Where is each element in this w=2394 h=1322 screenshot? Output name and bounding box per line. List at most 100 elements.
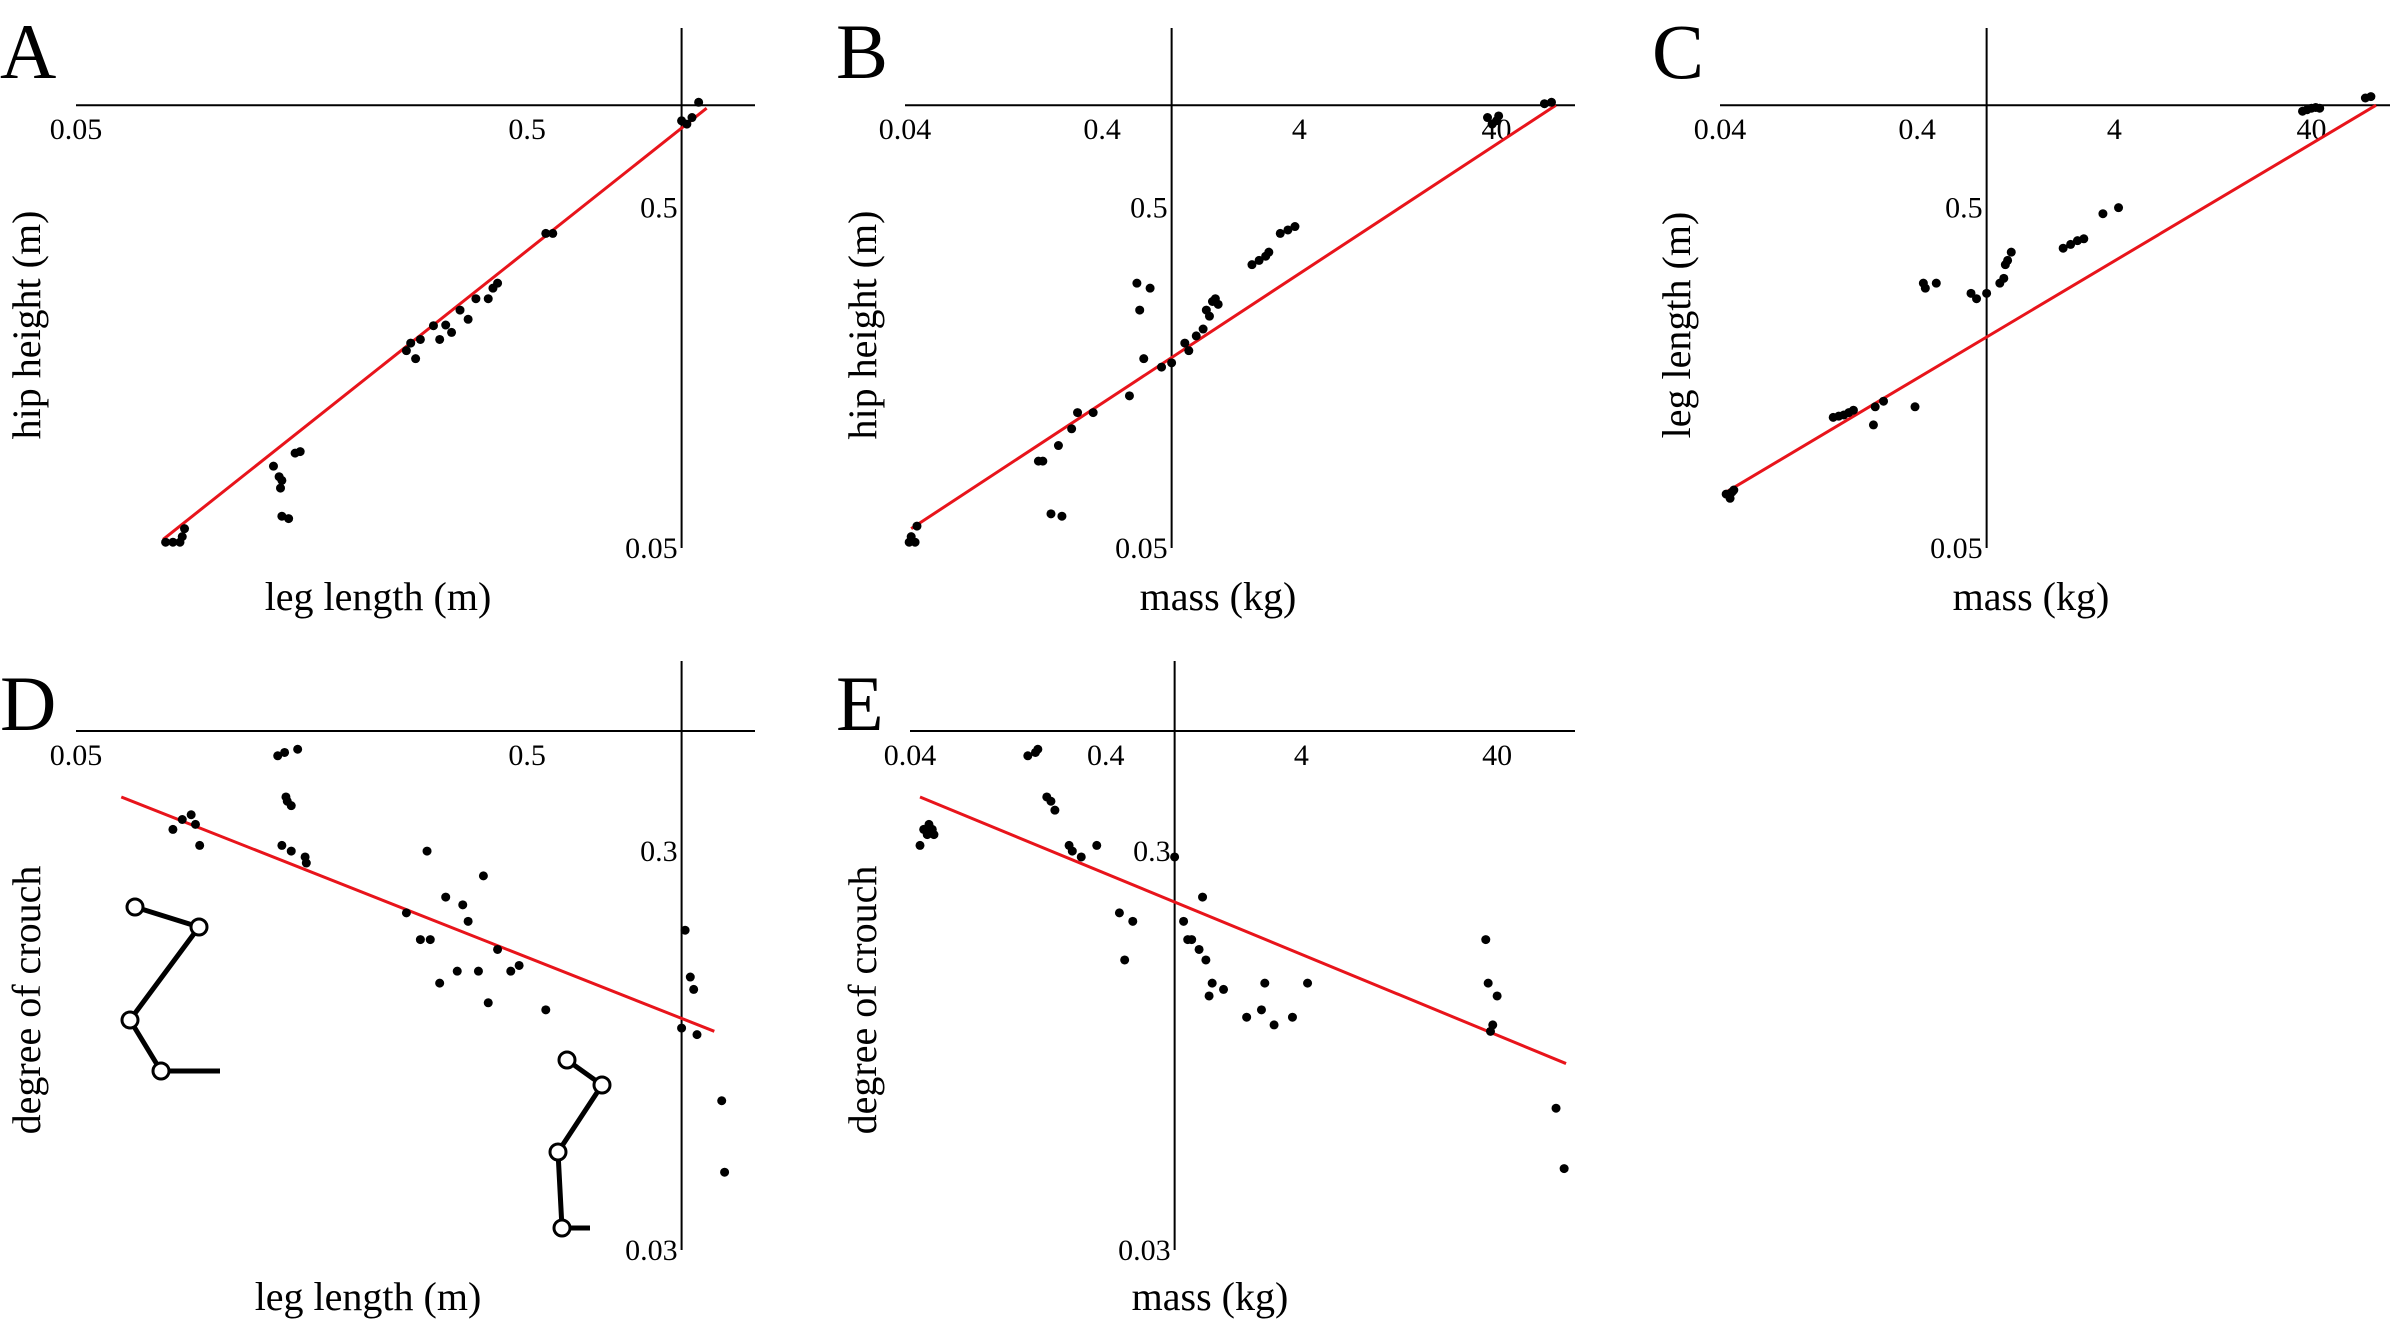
data-point — [1283, 225, 1293, 235]
crouched-leg-schematic-icon — [120, 897, 220, 1081]
y-tick-label: 0.05 — [1115, 532, 1168, 565]
y-axis-title: degree of crouch — [4, 866, 49, 1135]
data-point — [1170, 852, 1180, 862]
panel-d: D0.05 0.5 0.03 0.3 leg length (m) degree of c… — [0, 660, 755, 1319]
data-point — [273, 751, 283, 761]
data-point — [2003, 255, 2013, 265]
data-point — [680, 925, 690, 935]
data-point — [1848, 405, 1858, 415]
x-tick-label: 0.05 — [50, 739, 103, 772]
data-point — [694, 97, 704, 107]
x-tick-label: 0.04 — [884, 739, 937, 772]
data-point — [1290, 222, 1300, 232]
data-point — [478, 871, 488, 881]
regression-line — [1725, 103, 2377, 494]
data-point — [1247, 260, 1257, 270]
data-point — [1999, 273, 2009, 283]
data-point — [1201, 955, 1211, 965]
data-point — [1488, 1020, 1498, 1030]
y-tick-label: 0.03 — [1118, 1234, 1171, 1267]
panel-letter: E — [836, 660, 884, 747]
data-point — [195, 840, 205, 850]
y-tick-label: 0.5 — [1945, 192, 1983, 225]
x-tick-label: 0.4 — [1087, 739, 1125, 772]
data-point — [1972, 294, 1982, 304]
data-point — [687, 113, 697, 123]
y-tick-label: 0.3 — [1133, 835, 1171, 868]
data-point — [168, 824, 178, 834]
x-tick-label: 0.04 — [1694, 113, 1747, 146]
data-point — [168, 537, 178, 547]
data-point — [682, 119, 692, 129]
data-point — [276, 483, 285, 493]
data-point — [685, 972, 695, 982]
panel-letter: A — [0, 8, 56, 95]
data-point — [463, 314, 473, 324]
data-point — [1145, 283, 1155, 293]
upright-leg-schematic-icon — [548, 1050, 612, 1238]
data-point — [1139, 354, 1149, 364]
data-point — [514, 960, 524, 970]
data-point — [1092, 840, 1102, 850]
x-tick-label: 0.05 — [50, 113, 103, 146]
data-point — [1870, 402, 1880, 412]
data-point — [1191, 331, 1201, 341]
x-tick-label: 40 — [1482, 739, 1512, 772]
data-point — [295, 447, 305, 457]
data-point — [177, 814, 187, 824]
y-axis-title: hip height (m) — [840, 211, 885, 440]
data-point — [1966, 288, 1976, 298]
data-point — [493, 278, 503, 288]
data-point — [1920, 283, 1930, 293]
y-tick-label: 0.3 — [640, 835, 678, 868]
data-point — [2006, 247, 2016, 257]
data-point — [1256, 1005, 1266, 1015]
panel-letter: B — [836, 8, 888, 95]
data-point — [689, 984, 699, 994]
data-point — [425, 935, 435, 945]
data-point — [1982, 288, 1992, 298]
data-point — [929, 830, 939, 840]
data-point — [1275, 228, 1285, 238]
data-point — [1114, 908, 1124, 918]
x-tick-label: 4 — [1292, 113, 1307, 146]
data-point — [1204, 311, 1214, 321]
data-point — [452, 966, 462, 976]
data-point — [458, 900, 468, 910]
data-point — [912, 521, 922, 531]
data-point — [1879, 396, 1889, 406]
data-point — [541, 228, 551, 238]
data-point — [1198, 892, 1208, 902]
data-point — [1073, 408, 1083, 418]
data-point — [268, 461, 278, 471]
data-point — [161, 537, 171, 547]
data-point — [1053, 441, 1063, 451]
data-point — [463, 916, 473, 926]
data-point — [1868, 420, 1878, 430]
data-point — [415, 935, 425, 945]
data-point — [401, 908, 411, 918]
regression-line — [910, 103, 1557, 530]
data-point — [1124, 391, 1134, 401]
panel-letter: C — [1652, 8, 1704, 95]
data-point — [435, 334, 445, 344]
data-point — [415, 334, 425, 344]
y-tick-label: 0.05 — [1930, 532, 1983, 565]
data-point — [422, 846, 432, 856]
data-point — [186, 810, 196, 820]
y-tick-label: 0.05 — [625, 532, 678, 565]
data-point — [1198, 324, 1208, 334]
data-point — [915, 840, 925, 850]
data-point — [910, 537, 920, 547]
data-point — [1184, 346, 1194, 356]
x-axis-title: mass (kg) — [1132, 1274, 1289, 1319]
data-point — [1204, 991, 1214, 1001]
data-point — [1046, 509, 1056, 519]
data-point — [1551, 1103, 1561, 1113]
data-point — [1088, 408, 1098, 418]
data-point — [1264, 247, 1274, 257]
data-point — [1187, 935, 1197, 945]
x-tick-label: 40 — [2297, 113, 2327, 146]
